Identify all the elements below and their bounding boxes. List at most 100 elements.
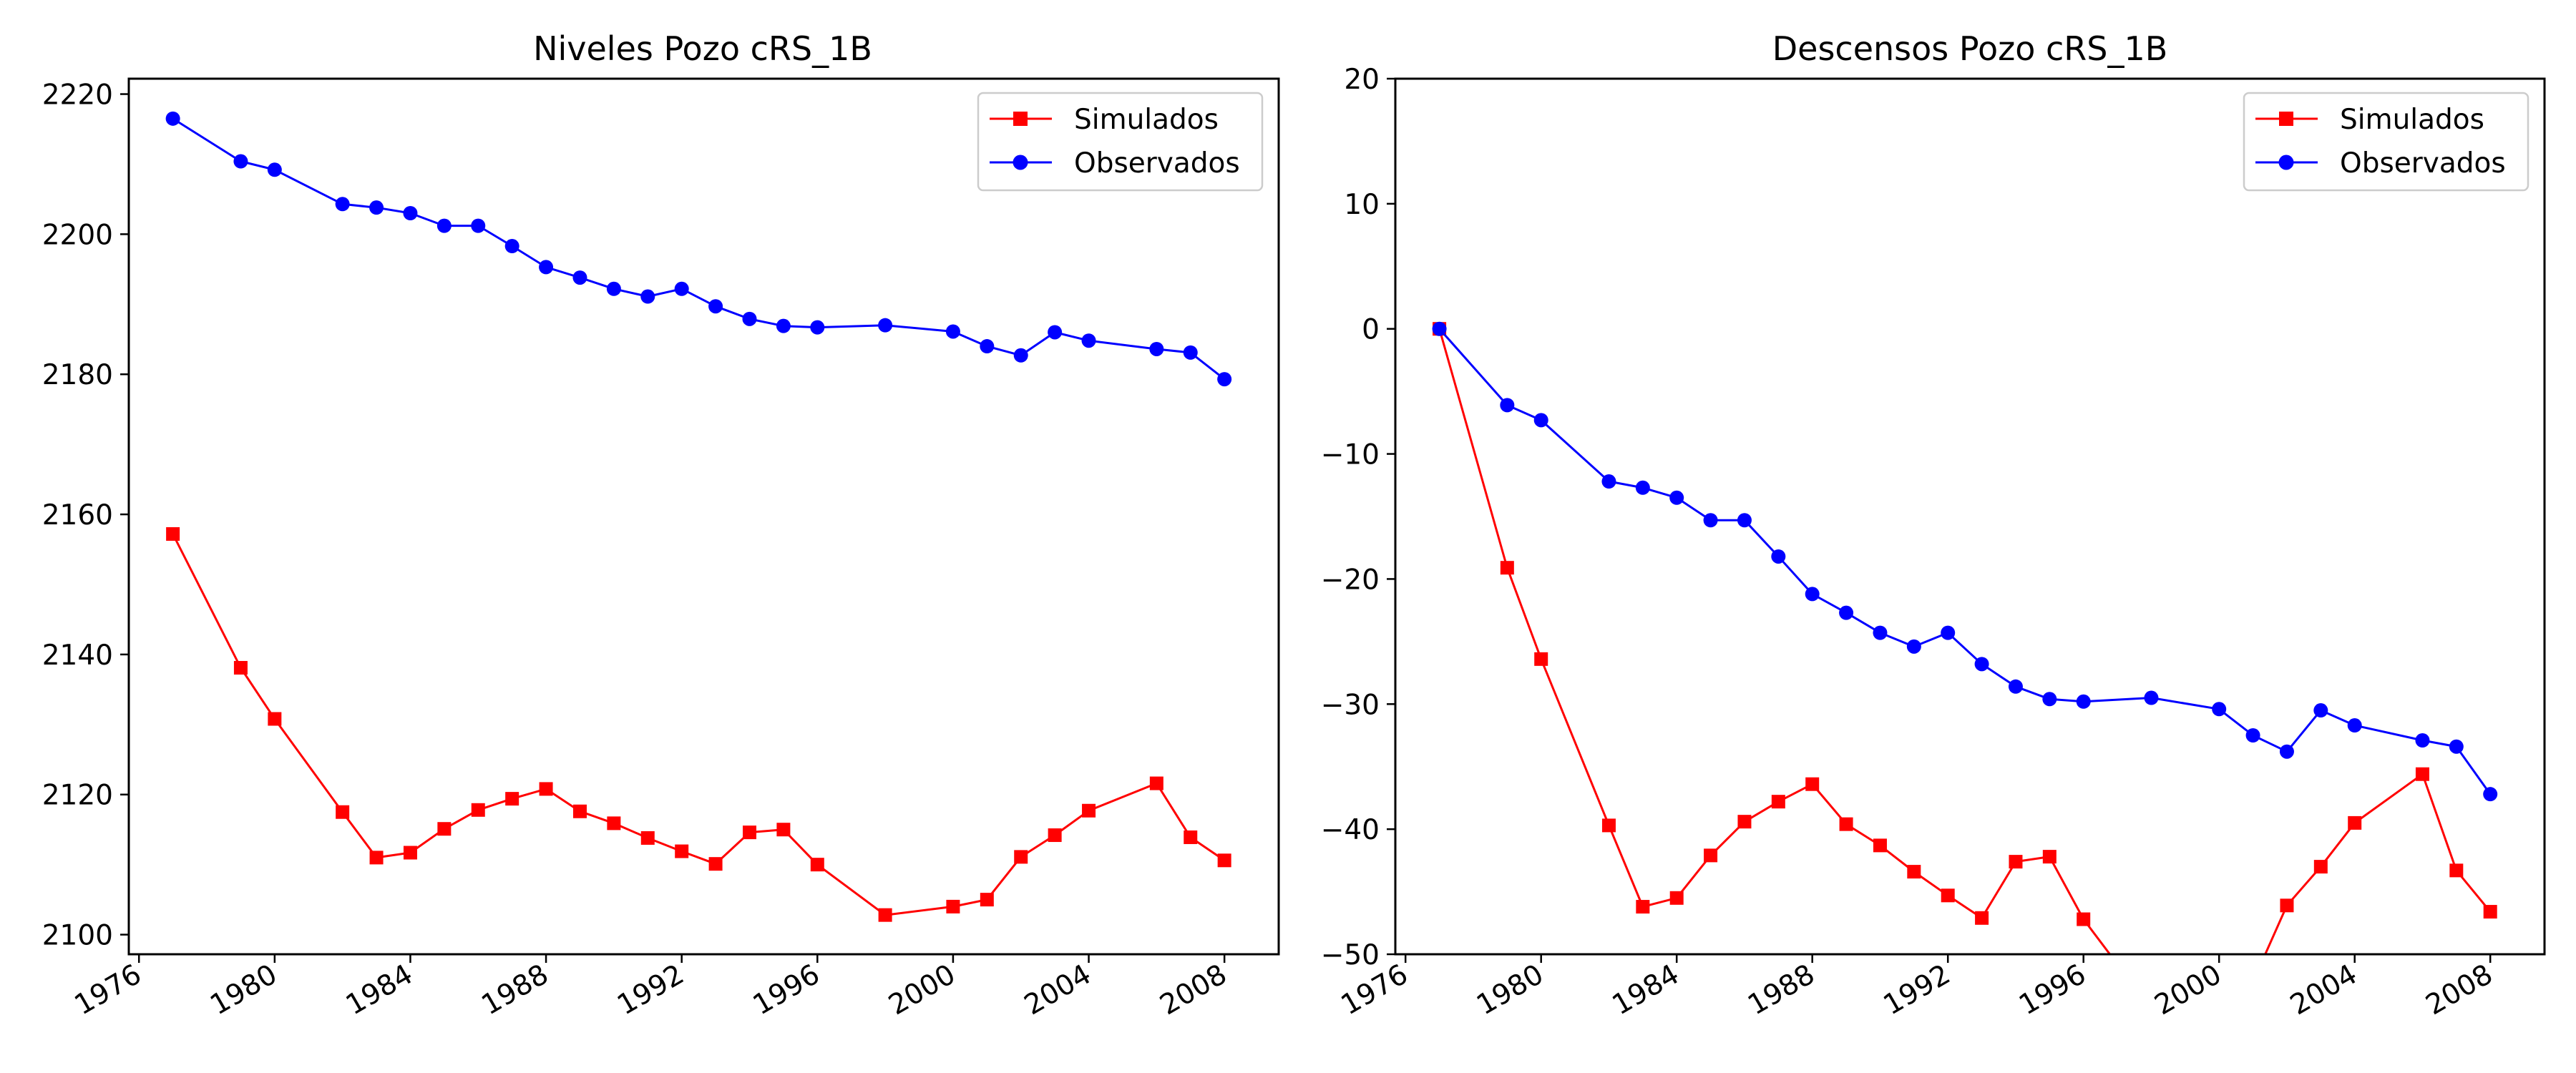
- point-simulados: [1217, 853, 1231, 868]
- point-observados: [980, 339, 995, 354]
- point-observados: [606, 281, 621, 296]
- point-observados: [2449, 739, 2464, 754]
- point-observados: [2415, 733, 2430, 748]
- point-observados: [2042, 692, 2057, 707]
- point-observados: [233, 154, 248, 169]
- point-simulados: [437, 822, 452, 836]
- point-simulados: [2280, 898, 2294, 913]
- point-simulados: [2009, 855, 2023, 869]
- point-simulados: [1737, 815, 1752, 829]
- y-tick-label: −20: [1321, 564, 1380, 596]
- legend-marker-observados: [1013, 155, 1028, 170]
- point-observados: [1941, 625, 1956, 640]
- point-simulados: [1500, 561, 1514, 575]
- point-simulados: [1873, 838, 1887, 853]
- point-observados: [1601, 474, 1616, 489]
- plot-frame-descensos: [1394, 77, 2546, 956]
- point-simulados: [1839, 817, 1853, 831]
- point-simulados: [1048, 828, 1062, 843]
- point-observados: [2245, 728, 2260, 743]
- point-observados: [436, 218, 452, 233]
- point-simulados: [640, 831, 655, 845]
- point-simulados: [1149, 776, 1163, 790]
- point-observados: [539, 260, 554, 275]
- point-observados: [1737, 513, 1752, 528]
- point-observados: [1500, 398, 1515, 413]
- legend-box: [2243, 92, 2529, 192]
- point-simulados: [2483, 905, 2497, 919]
- point-observados: [1013, 348, 1028, 363]
- point-observados: [2347, 718, 2362, 733]
- point-observados: [403, 206, 418, 221]
- point-simulados: [2449, 863, 2464, 878]
- y-tick-label: −40: [1321, 814, 1380, 846]
- point-observados: [2008, 679, 2023, 694]
- point-observados: [165, 111, 180, 126]
- point-observados: [1432, 321, 1447, 336]
- point-observados: [878, 318, 893, 333]
- point-simulados: [980, 893, 994, 907]
- legend-label-simulados: Simulados: [2340, 104, 2484, 136]
- point-simulados: [2348, 815, 2362, 830]
- point-observados: [335, 197, 350, 212]
- y-tick-label: −50: [1321, 939, 1380, 971]
- point-observados: [267, 162, 282, 177]
- point-simulados: [1907, 865, 1921, 879]
- y-tick-label: 2120: [42, 780, 113, 812]
- legend-niveles: Simulados Observados: [977, 92, 1264, 192]
- point-simulados: [572, 804, 587, 818]
- legend-marker-simulados: [2279, 112, 2293, 126]
- legend-box: [977, 92, 1264, 192]
- point-observados: [572, 270, 587, 285]
- point-observados: [810, 320, 825, 335]
- point-simulados: [776, 823, 791, 837]
- point-simulados: [1805, 777, 1820, 791]
- point-observados: [2313, 703, 2328, 718]
- point-observados: [1703, 513, 1718, 528]
- y-tick-label: −10: [1321, 439, 1380, 471]
- point-simulados: [1014, 850, 1028, 864]
- point-observados: [1048, 325, 1063, 340]
- point-simulados: [1636, 900, 1650, 914]
- point-observados: [640, 289, 655, 304]
- point-observados: [1533, 413, 1548, 428]
- point-observados: [471, 218, 486, 233]
- legend-marker-simulados: [1013, 112, 1028, 126]
- point-simulados: [2077, 912, 2091, 926]
- point-simulados: [505, 792, 519, 806]
- y-tick-label: 2100: [42, 920, 113, 952]
- point-observados: [1081, 333, 1096, 348]
- point-observados: [2212, 702, 2227, 717]
- point-simulados: [1941, 888, 1955, 903]
- point-simulados: [1184, 830, 1198, 844]
- plot-frame-niveles: [127, 77, 1280, 956]
- point-simulados: [810, 858, 824, 872]
- point-observados: [1805, 587, 1820, 602]
- y-tick-label: 10: [1344, 189, 1380, 221]
- point-observados: [1873, 625, 1888, 640]
- point-observados: [1974, 657, 1989, 672]
- y-tick-label: 20: [1344, 64, 1380, 96]
- point-simulados: [708, 857, 723, 871]
- point-simulados: [1771, 795, 1785, 809]
- y-tick-label: 0: [1362, 314, 1380, 346]
- point-simulados: [607, 816, 621, 831]
- point-simulados: [403, 846, 417, 860]
- point-simulados: [1975, 911, 1989, 925]
- chart-title-descensos: Descensos Pozo cRS_1B: [1772, 29, 2168, 68]
- point-simulados: [2415, 767, 2429, 781]
- point-simulados: [233, 661, 248, 675]
- point-observados: [708, 299, 723, 314]
- y-tick-label: −30: [1321, 689, 1380, 721]
- legend-marker-observados: [2278, 155, 2294, 170]
- point-simulados: [166, 526, 180, 541]
- point-simulados: [675, 844, 689, 858]
- point-observados: [1669, 490, 1684, 505]
- y-tick-label: 2200: [42, 219, 113, 251]
- point-observados: [2076, 694, 2091, 709]
- point-observados: [1839, 605, 1854, 620]
- point-observados: [2483, 787, 2498, 802]
- point-simulados: [471, 803, 485, 817]
- point-simulados: [946, 899, 960, 913]
- point-simulados: [1534, 652, 1548, 666]
